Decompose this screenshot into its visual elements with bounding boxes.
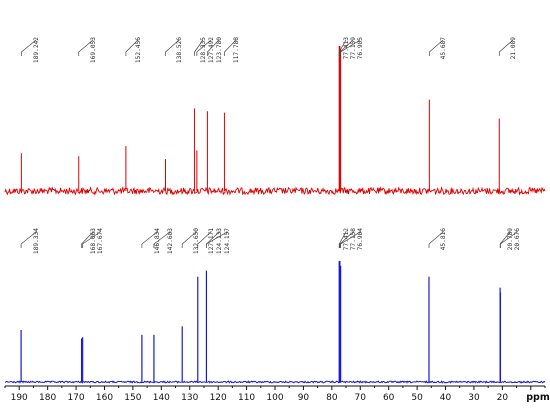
bottom-label-leader	[500, 231, 518, 248]
top-label-leader	[338, 39, 347, 56]
bottom-label-leader	[205, 231, 228, 248]
top-label-leader	[78, 39, 94, 56]
bottom-peak-label: 20.789	[507, 228, 514, 251]
top-label-leader	[207, 39, 220, 56]
x-tick-label: 190	[11, 393, 28, 403]
top-peak-label: 123.780	[216, 37, 223, 63]
x-tick-label: 110	[238, 393, 255, 403]
bottom-spectrum	[4, 261, 546, 384]
top-spectrum	[4, 46, 546, 196]
x-tick-label: 90	[298, 393, 310, 403]
top-peak-label: 76.905	[357, 37, 364, 60]
x-tick-label: 40	[440, 393, 452, 403]
x-tick-label: 80	[326, 393, 338, 403]
x-tick-label: 140	[153, 393, 170, 403]
top-peak-label: 169.053	[90, 37, 97, 63]
bottom-peak-label: 189.334	[33, 228, 40, 254]
x-axis: 190 180 170 160 150 140 130 120 110 100 90 80 70 60 50…	[4, 385, 550, 403]
bottom-label-leader	[428, 231, 444, 248]
bottom-label-leader	[197, 231, 212, 248]
x-tick-label: 120	[210, 393, 227, 403]
top-peak-label: 128.335	[200, 37, 207, 63]
x-tick-label: 180	[39, 393, 56, 403]
x-tick-label: 150	[124, 393, 141, 403]
bottom-peak-label: 168.063	[90, 228, 97, 254]
top-label-leader	[194, 39, 204, 56]
bottom-peak-label: 45.816	[440, 228, 447, 251]
bottom-peak-label: 77.158	[350, 228, 357, 251]
x-tick-label: 20	[497, 393, 509, 403]
top-peak-label: 77.159	[350, 37, 357, 60]
bottom-peak-label: 124.133	[216, 228, 223, 254]
top-label-leader	[21, 39, 37, 56]
top-label-leader	[339, 39, 354, 56]
top-label-leader	[165, 39, 180, 56]
x-tick-label: 100	[266, 393, 283, 403]
bottom-spectrum-baseline	[4, 380, 546, 384]
top-label-leader	[429, 39, 444, 56]
bottom-label-leader	[81, 231, 94, 248]
x-tick-label: 170	[67, 393, 84, 403]
top-peak-label: 127.492	[208, 37, 215, 63]
bottom-label-leader	[20, 231, 37, 248]
bottom-label-leader	[153, 231, 171, 248]
x-tick-label: 50	[411, 393, 423, 403]
top-label-leader	[498, 39, 514, 56]
bottom-label-leader	[181, 231, 197, 248]
bottom-peak-label: 167.674	[97, 228, 104, 254]
x-tick-label: 160	[96, 393, 113, 403]
bottom-label-leader	[141, 231, 158, 248]
top-peak-label: 45.687	[440, 37, 447, 60]
bottom-peak-label: 132.650	[193, 228, 200, 254]
bottom-peak-label: 77.412	[343, 228, 350, 251]
bottom-label-leader	[339, 231, 354, 248]
bottom-peak-label: 142.603	[167, 228, 174, 254]
bottom-peak-label: 76.904	[357, 228, 364, 251]
top-peak-label: 117.788	[233, 37, 240, 63]
top-peak-label: 138.526	[176, 37, 183, 63]
top-peak-label: 21.089	[510, 37, 517, 60]
x-tick-label: 30	[468, 393, 480, 403]
top-label-leader	[125, 39, 139, 56]
bottom-label-leader	[340, 231, 361, 248]
bottom-label-leader	[338, 231, 347, 248]
top-label-leader	[340, 39, 361, 56]
x-tick-label: 60	[383, 393, 395, 403]
top-label-leader	[224, 39, 237, 56]
bottom-label-leader	[82, 231, 101, 248]
x-axis-unit: ppm	[526, 392, 550, 403]
x-tick-label: 130	[181, 393, 198, 403]
top-peak-label: 152.456	[135, 37, 142, 63]
top-peak-labels: 189.242 169.053 152.456 138.526 128.335 127.4…	[21, 37, 517, 63]
top-spectrum-baseline	[4, 185, 546, 196]
bottom-peak-labels: 189.334 168.063 167.674 146.834 142.603 132.6…	[20, 228, 521, 254]
top-label-leader	[196, 39, 212, 56]
top-peak-label: 189.242	[33, 37, 40, 63]
x-tick-label: 70	[355, 393, 367, 403]
bottom-peak-label: 20.676	[514, 228, 521, 251]
bottom-peak-label: 124.157	[224, 228, 231, 254]
